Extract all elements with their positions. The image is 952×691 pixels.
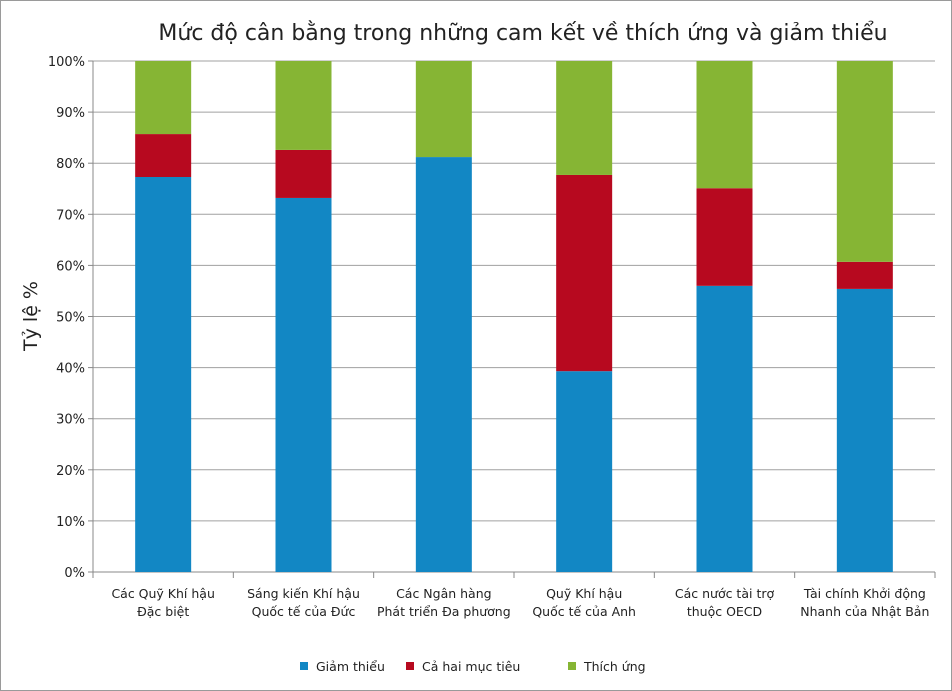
y-tick-label: 90% — [56, 106, 85, 121]
y-tick-label: 0% — [64, 566, 85, 581]
bar-segment — [696, 61, 753, 189]
legend-label: Thích ứng — [583, 659, 646, 674]
x-tick-label: Phát triển Đa phương — [377, 604, 511, 619]
legend-swatch — [568, 662, 576, 670]
y-tick-label: 80% — [56, 157, 85, 172]
y-axis-label: Tỷ lệ % — [20, 281, 42, 352]
y-tick-label: 60% — [56, 259, 85, 274]
x-tick-label: Quốc tế của Anh — [532, 604, 636, 619]
x-tick-label: Các Quỹ Khí hậu — [111, 586, 214, 601]
bar-segment — [696, 188, 753, 286]
x-tick-label: Các nước tài trợ — [675, 586, 775, 601]
bar-segment — [415, 157, 472, 572]
bar-segment — [135, 134, 192, 177]
y-tick-label: 20% — [56, 464, 85, 479]
bar-segment — [556, 174, 613, 372]
y-tick-label: 40% — [56, 362, 85, 377]
bar-segment — [275, 61, 332, 150]
bar-segment — [556, 61, 613, 175]
y-tick-label: 50% — [56, 311, 85, 326]
bar-segment — [275, 197, 332, 572]
bar-segment — [415, 61, 472, 158]
y-tick-label: 70% — [56, 208, 85, 223]
x-tick-label: Nhanh của Nhật Bản — [800, 604, 929, 619]
x-tick-label: thuộc OECD — [687, 604, 762, 619]
bar-segment — [836, 61, 893, 262]
x-tick-label: Đặc biệt — [137, 604, 189, 619]
bar-segment — [135, 176, 192, 572]
y-tick-label: 10% — [56, 515, 85, 530]
x-tick-label: Quỹ Khí hậu — [546, 586, 622, 601]
bar-segment — [836, 261, 893, 289]
bar-segment — [275, 149, 332, 198]
legend-swatch — [406, 662, 414, 670]
x-tick-label: Quốc tế của Đức — [252, 604, 356, 619]
bar-segment — [836, 288, 893, 572]
bar-segment — [696, 285, 753, 572]
legend-swatch — [300, 662, 308, 670]
chart-title: Mức độ cân bằng trong những cam kết về t… — [158, 21, 887, 46]
bar-segment — [135, 61, 192, 135]
y-tick-label: 30% — [56, 413, 85, 428]
x-tick-label: Sáng kiến Khí hậu — [247, 586, 360, 601]
y-tick-label: 100% — [48, 55, 85, 70]
legend-label: Giảm thiểu — [316, 659, 385, 674]
legend-label: Cả hai mục tiêu — [422, 659, 520, 674]
bar-segment — [556, 371, 613, 572]
x-tick-label: Các Ngân hàng — [396, 586, 492, 601]
x-tick-label: Tài chính Khởi động — [803, 586, 926, 601]
